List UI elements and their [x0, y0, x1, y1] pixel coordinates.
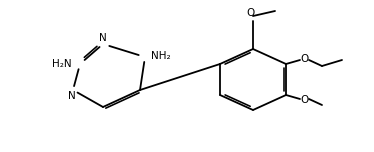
Text: O: O [247, 8, 255, 18]
Text: O: O [301, 54, 309, 64]
Text: H₂N: H₂N [52, 59, 72, 69]
Text: O: O [301, 95, 309, 105]
Text: N: N [99, 33, 107, 43]
Text: N: N [68, 91, 76, 101]
Text: NH₂: NH₂ [151, 51, 171, 61]
